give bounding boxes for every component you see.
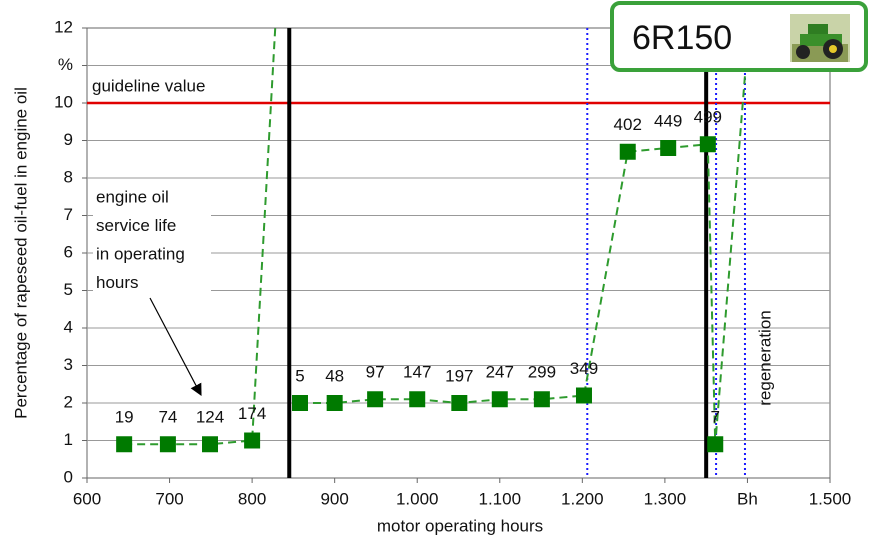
data-point bbox=[707, 436, 724, 453]
annotation-bg bbox=[93, 243, 211, 267]
guideline-label: guideline value bbox=[92, 76, 205, 95]
y-tick-label: 1 bbox=[64, 430, 73, 449]
x-tick-label: 700 bbox=[155, 489, 183, 508]
badge-text: 6R150 bbox=[632, 19, 732, 57]
annotation-text: in operating bbox=[96, 244, 185, 263]
data-point bbox=[660, 140, 677, 156]
regeneration-label: regeneration bbox=[756, 310, 775, 405]
y-tick-label: % bbox=[58, 55, 73, 74]
x-tick-label: 900 bbox=[320, 489, 348, 508]
annotation: engine oil service life in operating hours bbox=[93, 186, 211, 397]
badge: 6R150 bbox=[610, 1, 868, 72]
point-label: 5 bbox=[295, 366, 304, 385]
y-tick-label: 0 bbox=[64, 467, 73, 486]
point-label: 97 bbox=[366, 363, 385, 382]
point-label: 449 bbox=[654, 111, 682, 130]
annotation-bg bbox=[93, 214, 211, 239]
y-tick-label: 2 bbox=[64, 392, 73, 411]
x-axis-title: motor operating hours bbox=[377, 516, 543, 535]
data-point bbox=[619, 143, 636, 160]
point-label: 74 bbox=[158, 408, 177, 427]
annotation-bg bbox=[93, 271, 211, 296]
point-label: 402 bbox=[614, 115, 642, 134]
x-tick-label: 1.300 bbox=[644, 489, 687, 508]
point-label: 7 bbox=[711, 408, 720, 427]
trend-line bbox=[124, 27, 747, 446]
data-point bbox=[244, 432, 261, 449]
y-tick-label: 5 bbox=[64, 280, 73, 299]
annotation-text: service life bbox=[96, 216, 176, 235]
data-point bbox=[159, 436, 176, 453]
x-tick-label: 1.000 bbox=[396, 489, 439, 508]
y-tick-label: 6 bbox=[64, 242, 73, 261]
point-label: 19 bbox=[115, 408, 134, 427]
x-tick-label: Bh bbox=[737, 489, 758, 508]
tractor-icon bbox=[790, 14, 850, 62]
point-label: 147 bbox=[403, 363, 431, 382]
y-tick-label: 12 bbox=[54, 17, 73, 36]
x-tick-label: 1.100 bbox=[479, 489, 522, 508]
annotation-arrow bbox=[149, 297, 202, 397]
y-tick-label: 4 bbox=[64, 317, 73, 336]
data-point bbox=[699, 136, 716, 153]
data-point bbox=[367, 391, 384, 408]
annotation-bg bbox=[93, 186, 211, 210]
y-tick-label: 3 bbox=[64, 355, 73, 374]
x-tick-label: 600 bbox=[73, 489, 101, 508]
y-axis-title: Percentage of rapeseed oil-fuel in engin… bbox=[11, 87, 30, 419]
data-point bbox=[451, 395, 468, 411]
point-label: 174 bbox=[238, 404, 266, 423]
x-tick-label: 1.500 bbox=[809, 489, 852, 508]
data-point bbox=[409, 391, 426, 408]
point-label: 124 bbox=[196, 408, 224, 427]
point-label: 197 bbox=[445, 366, 473, 385]
y-tick-label: 10 bbox=[54, 92, 73, 111]
data-point bbox=[491, 391, 508, 408]
point-label: 499 bbox=[694, 108, 722, 127]
annotation-text: hours bbox=[96, 273, 139, 292]
y-tick-label: 8 bbox=[64, 167, 73, 186]
point-label: 349 bbox=[570, 359, 598, 378]
data-point bbox=[575, 387, 592, 404]
data-point bbox=[202, 436, 219, 453]
point-label: 247 bbox=[486, 363, 514, 382]
annotation-text: engine oil bbox=[96, 187, 169, 206]
point-label: 299 bbox=[528, 363, 556, 382]
data-point bbox=[326, 395, 343, 411]
data-point bbox=[533, 391, 550, 408]
data-point bbox=[291, 395, 308, 411]
x-tick-label: 800 bbox=[238, 489, 266, 508]
y-tick-label: 7 bbox=[64, 205, 73, 224]
data-point bbox=[116, 436, 133, 453]
y-tick-label: 9 bbox=[64, 130, 73, 149]
x-tick-label: 1.200 bbox=[561, 489, 604, 508]
point-label: 48 bbox=[325, 366, 344, 385]
